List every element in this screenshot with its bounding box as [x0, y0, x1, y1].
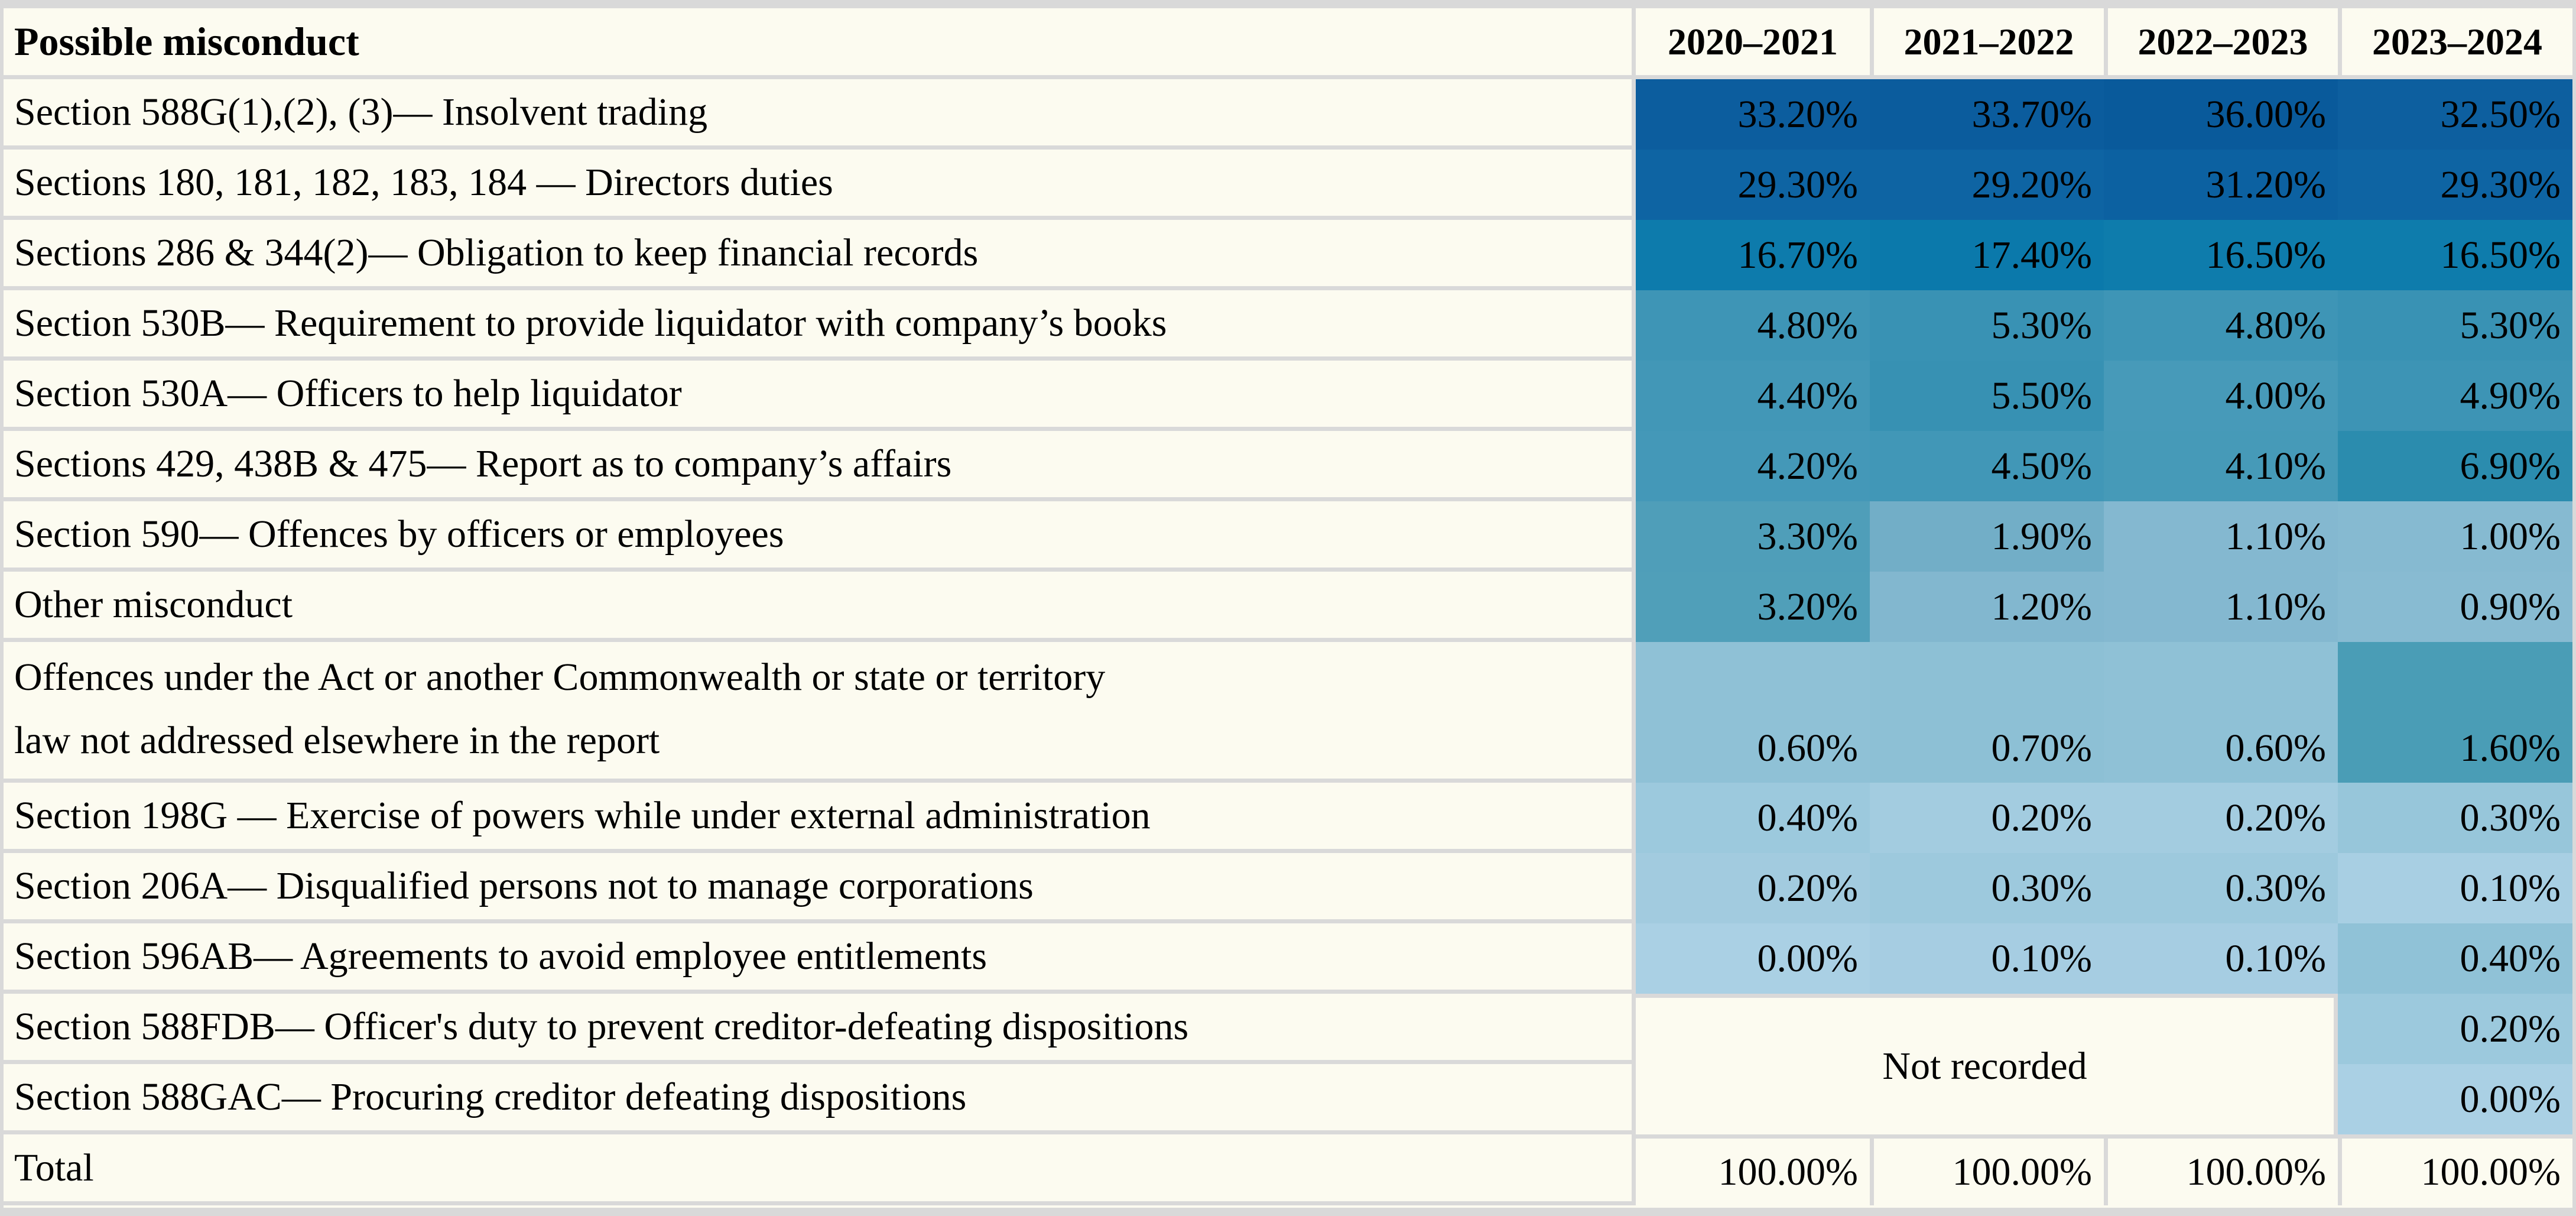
- heatmap-cell: 0.60%: [2104, 642, 2338, 783]
- heatmap-cell: 0.70%: [1870, 642, 2104, 783]
- row-label: Section 588FDB— Officer's duty to preven…: [4, 994, 1636, 1064]
- row-label: Section 588G(1),(2), (3)— Insolvent trad…: [4, 79, 1636, 150]
- row-label: Section 530B— Requirement to provide liq…: [4, 290, 1636, 361]
- heatmap-cell: 0.00%: [1636, 923, 1870, 994]
- heatmap-cell: 4.80%: [1636, 290, 1870, 361]
- heatmap-cell: 0.60%: [1636, 642, 1870, 783]
- not-recorded-cell: Not recorded: [1636, 994, 2338, 1134]
- heatmap-cell: 0.20%: [2104, 783, 2338, 853]
- heatmap-cell: 0.20%: [1636, 853, 1870, 923]
- heatmap-cell: 29.20%: [1870, 150, 2104, 220]
- heatmap-cell: 0.30%: [2104, 853, 2338, 923]
- heatmap-cell: 31.20%: [2104, 150, 2338, 220]
- heatmap-cell: 0.20%: [1870, 783, 2104, 853]
- heatmap-cell: 32.50%: [2338, 79, 2572, 150]
- row-label: Section 596AB— Agreements to avoid emplo…: [4, 923, 1636, 994]
- row-label-line: law not addressed elsewhere in the repor…: [14, 719, 660, 762]
- heatmap-cell: 0.40%: [2338, 923, 2572, 994]
- heatmap-cell: 5.50%: [1870, 361, 2104, 431]
- heatmap-cell: 1.90%: [1870, 501, 2104, 572]
- total-row-label: Total: [4, 1134, 1636, 1205]
- total-cell: 100.00%: [1636, 1134, 1870, 1205]
- heatmap-cell: 6.90%: [2338, 431, 2572, 501]
- row-label: Sections 180, 181, 182, 183, 184 — Direc…: [4, 150, 1636, 220]
- row-label: Sections 286 & 344(2)— Obligation to kee…: [4, 220, 1636, 290]
- heatmap-cell: 16.50%: [2338, 220, 2572, 290]
- heatmap-cell: 3.20%: [1636, 572, 1870, 642]
- heatmap-cell: 4.50%: [1870, 431, 2104, 501]
- heatmap-cell: 4.90%: [2338, 361, 2572, 431]
- heatmap-cell: 16.50%: [2104, 220, 2338, 290]
- heatmap-cell: 1.10%: [2104, 501, 2338, 572]
- heatmap-cell: 1.60%: [2338, 642, 2572, 783]
- heatmap-cell: 16.70%: [1636, 220, 1870, 290]
- heatmap-cell: 1.20%: [1870, 572, 2104, 642]
- heatmap-cell: 36.00%: [2104, 79, 2338, 150]
- heatmap-cell: 3.30%: [1636, 501, 1870, 572]
- row-label: Section 590— Offences by officers or emp…: [4, 501, 1636, 572]
- row-label: Section 530A— Officers to help liquidato…: [4, 361, 1636, 431]
- row-label: Section 198G — Exercise of powers while …: [4, 783, 1636, 853]
- heatmap-cell: 1.00%: [2338, 501, 2572, 572]
- heatmap-cell: 29.30%: [2338, 150, 2572, 220]
- heatmap-cell: 0.10%: [2338, 853, 2572, 923]
- heatmap-cell: 0.10%: [1870, 923, 2104, 994]
- heatmap-cell: 4.10%: [2104, 431, 2338, 501]
- row-label: Sections 429, 438B & 475— Report as to c…: [4, 431, 1636, 501]
- row-label: Offences under the Act or another Common…: [4, 642, 1636, 783]
- heatmap-cell: 0.00%: [2338, 1064, 2572, 1134]
- table-grid: Possible misconduct 2020–2021 2021–2022 …: [4, 8, 2572, 1208]
- total-cell: 100.00%: [1870, 1134, 2104, 1205]
- column-header-year-2023-2024: 2023–2024: [2338, 8, 2572, 79]
- row-label: Other misconduct: [4, 572, 1636, 642]
- column-header-year-2022-2023: 2022–2023: [2104, 8, 2338, 79]
- total-cell: 100.00%: [2338, 1134, 2572, 1205]
- column-header-year-2021-2022: 2021–2022: [1870, 8, 2104, 79]
- heatmap-cell: 0.30%: [1870, 853, 2104, 923]
- heatmap-cell: 5.30%: [1870, 290, 2104, 361]
- heatmap-cell: 0.10%: [2104, 923, 2338, 994]
- heatmap-cell: 0.30%: [2338, 783, 2572, 853]
- row-label: Section 206A— Disqualified persons not t…: [4, 853, 1636, 923]
- column-header-possible-misconduct: Possible misconduct: [4, 8, 1636, 79]
- heatmap-cell: 4.80%: [2104, 290, 2338, 361]
- heatmap-cell: 4.40%: [1636, 361, 1870, 431]
- total-cell: 100.00%: [2104, 1134, 2338, 1205]
- heatmap-cell: 33.70%: [1870, 79, 2104, 150]
- column-header-year-2020-2021: 2020–2021: [1636, 8, 1870, 79]
- row-label-line: Offences under the Act or another Common…: [14, 656, 1106, 699]
- heatmap-cell: 4.00%: [2104, 361, 2338, 431]
- heatmap-cell: 0.90%: [2338, 572, 2572, 642]
- row-label: Section 588GAC— Procuring creditor defea…: [4, 1064, 1636, 1134]
- heatmap-cell: 33.20%: [1636, 79, 1870, 150]
- heatmap-cell: 5.30%: [2338, 290, 2572, 361]
- heatmap-cell: 0.20%: [2338, 994, 2572, 1064]
- heatmap-cell: 4.20%: [1636, 431, 1870, 501]
- heatmap-cell: 0.40%: [1636, 783, 1870, 853]
- heatmap-cell: 29.30%: [1636, 150, 1870, 220]
- heatmap-cell: 17.40%: [1870, 220, 2104, 290]
- heatmap-cell: 1.10%: [2104, 572, 2338, 642]
